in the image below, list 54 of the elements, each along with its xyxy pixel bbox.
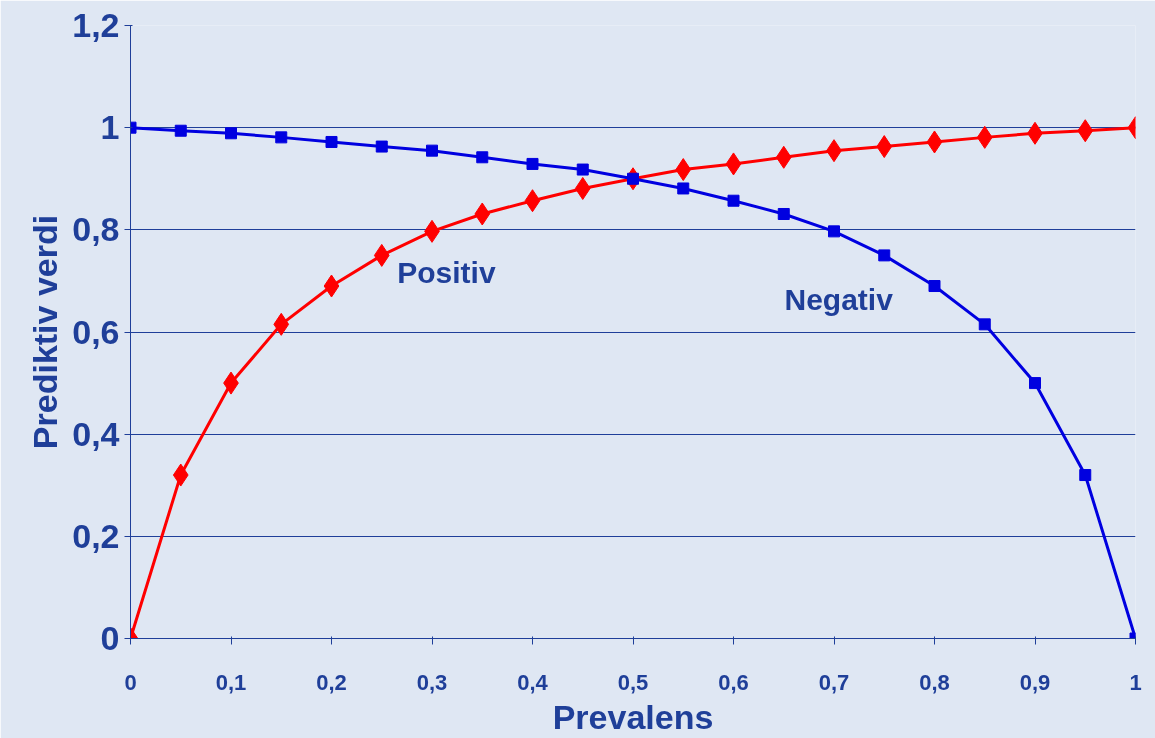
x-tick-label: 0,1 bbox=[215, 669, 247, 695]
x-tick-label: 0,8 bbox=[919, 669, 950, 695]
point bbox=[675, 158, 692, 182]
x-tick-label: 0,7 bbox=[818, 669, 850, 695]
x-axis-title: Prevalens bbox=[552, 697, 714, 736]
point bbox=[1029, 377, 1041, 390]
point bbox=[174, 124, 187, 137]
series-label: Positiv bbox=[397, 256, 496, 289]
point bbox=[323, 274, 340, 298]
point bbox=[926, 130, 943, 154]
y-axis-title: Prediktiv verdi bbox=[26, 214, 65, 450]
point bbox=[775, 145, 792, 169]
y-tick-label: 1,2 bbox=[72, 6, 120, 44]
point bbox=[727, 194, 740, 207]
x-tick-label: 0,3 bbox=[416, 669, 448, 695]
point bbox=[928, 280, 941, 293]
point bbox=[1077, 119, 1094, 143]
x-tick-label: 0,5 bbox=[617, 669, 649, 695]
point bbox=[576, 163, 589, 176]
point bbox=[976, 125, 993, 149]
point bbox=[526, 157, 539, 170]
point bbox=[325, 135, 338, 148]
point bbox=[777, 208, 790, 220]
point bbox=[474, 202, 491, 226]
x-tick-label: 1 bbox=[1129, 669, 1142, 695]
point bbox=[275, 131, 288, 144]
y-tick-label: 0,6 bbox=[72, 312, 120, 351]
y-tick-label: 0,2 bbox=[72, 516, 120, 555]
point bbox=[574, 176, 591, 200]
point bbox=[225, 127, 237, 140]
y-tick-label: 0,4 bbox=[72, 414, 120, 453]
point bbox=[476, 151, 489, 164]
point bbox=[273, 312, 290, 336]
point bbox=[1079, 469, 1092, 482]
x-tick-label: 0,9 bbox=[1019, 669, 1051, 695]
point bbox=[878, 249, 891, 262]
x-tick-label: 0 bbox=[124, 669, 137, 695]
x-tick-label: 0,6 bbox=[718, 669, 749, 695]
x-tick-label: 0,2 bbox=[316, 669, 347, 695]
point bbox=[373, 243, 390, 267]
y-tick-label: 1 bbox=[100, 108, 120, 147]
series-label: Negativ bbox=[784, 283, 894, 317]
point bbox=[524, 189, 541, 213]
point bbox=[828, 225, 840, 238]
point bbox=[375, 140, 388, 153]
point bbox=[978, 318, 991, 331]
point bbox=[876, 135, 893, 159]
point bbox=[172, 463, 189, 487]
point bbox=[725, 152, 742, 176]
y-tick-label: 0,8 bbox=[72, 210, 120, 249]
x-tick-label: 0,4 bbox=[517, 669, 549, 695]
point bbox=[677, 182, 690, 195]
y-tick-label: 0 bbox=[100, 619, 120, 657]
point bbox=[426, 144, 438, 157]
